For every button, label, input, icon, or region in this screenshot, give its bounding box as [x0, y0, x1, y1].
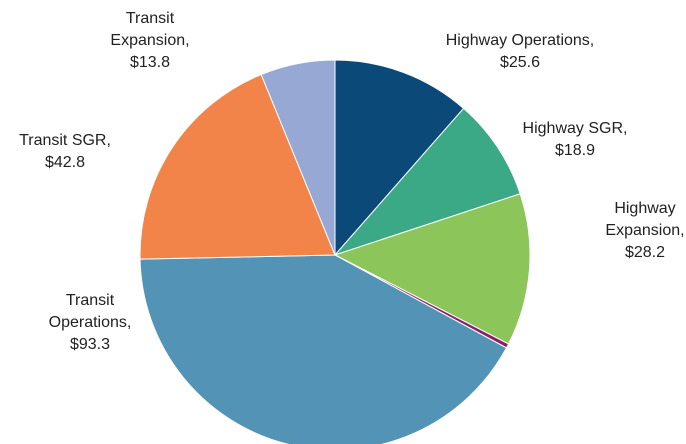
- value-label: $28.2: [624, 244, 666, 261]
- pie-slice: [260, 59, 336, 256]
- pie-slice: [139, 254, 508, 444]
- value-label: $18.9: [554, 142, 596, 159]
- pie-slice: [334, 59, 465, 257]
- slice-label: Transit Expansion, $13.8: [100, 8, 200, 74]
- category-name: Highway Operations,: [445, 32, 595, 49]
- slice-label: Highway Expansion, $28.2: [600, 198, 686, 264]
- category-name: Transit Expansion,: [110, 10, 190, 49]
- slice-label: Transit Operations, $93.3: [40, 290, 140, 356]
- value-label: $25.6: [499, 54, 541, 71]
- category-name: Transit Operations,: [48, 292, 132, 331]
- pie-slice: [333, 107, 521, 257]
- value-label: $13.8: [129, 54, 171, 71]
- category-name: Highway SGR,: [522, 120, 628, 137]
- pie-slice: [139, 73, 336, 260]
- slice-label: Highway SGR, $18.9: [505, 118, 645, 162]
- slice-label: Transit SGR, $42.8: [0, 130, 130, 174]
- value-label: $93.3: [69, 336, 111, 353]
- category-name: Highway Expansion,: [605, 200, 685, 239]
- category-name: Transit SGR,: [19, 132, 111, 149]
- pie-slice: [333, 193, 531, 345]
- slice-label: Highway Operations, $25.6: [405, 30, 635, 74]
- value-label: $42.8: [44, 154, 86, 171]
